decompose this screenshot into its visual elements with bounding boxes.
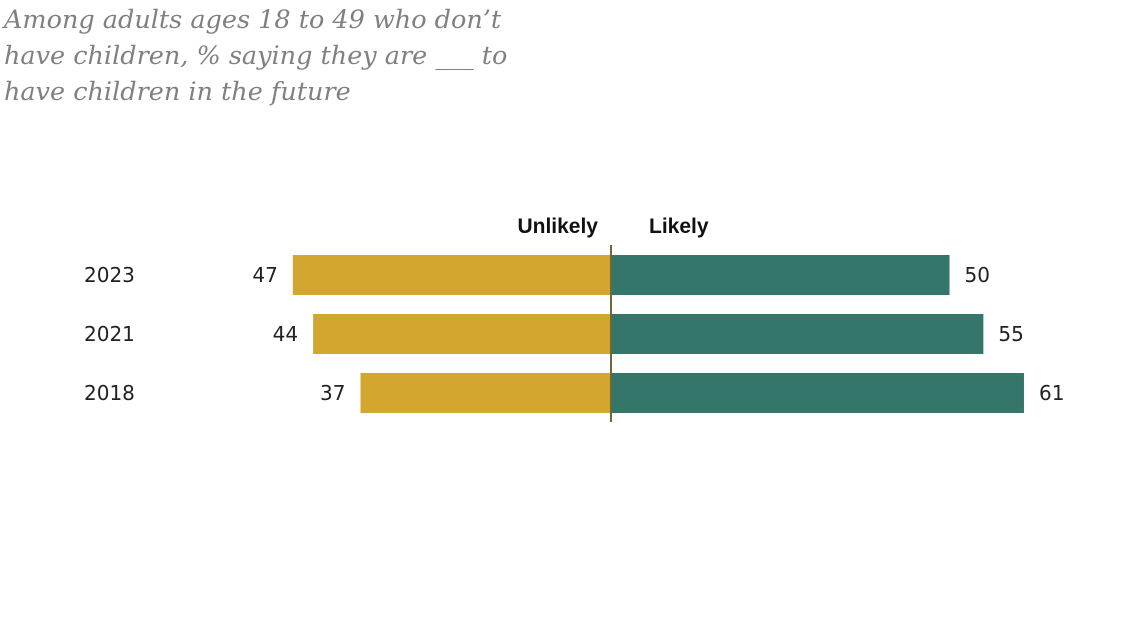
category-label: 2023	[84, 263, 135, 287]
bar-likely	[611, 373, 1024, 413]
bar-likely	[611, 255, 950, 295]
value-label-likely: 61	[1039, 381, 1064, 405]
category-label: 2018	[84, 381, 135, 405]
bar-unlikely	[360, 373, 611, 413]
value-label-likely: 50	[965, 263, 990, 287]
header-likely: Likely	[649, 215, 709, 238]
value-label-likely: 55	[998, 322, 1023, 346]
value-label-unlikely: 44	[273, 322, 298, 346]
bar-likely	[611, 314, 984, 354]
bar-unlikely	[313, 314, 611, 354]
chart-subtitle: Among adults ages 18 to 49 who don’t hav…	[4, 5, 508, 107]
category-label: 2021	[84, 322, 135, 346]
header-unlikely: Unlikely	[517, 215, 598, 238]
bar-unlikely	[292, 255, 611, 295]
value-label-unlikely: 47	[252, 263, 277, 287]
value-label-unlikely: 37	[320, 381, 345, 405]
